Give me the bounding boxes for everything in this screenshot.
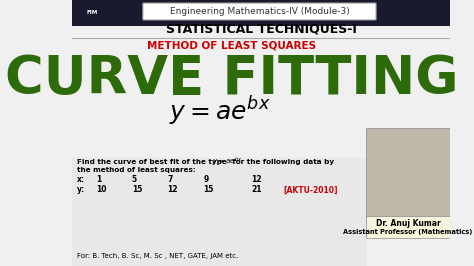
Bar [72, 158, 367, 266]
Bar [366, 128, 450, 218]
Text: $y = ae^{bx}$: $y = ae^{bx}$ [169, 94, 270, 128]
Text: the method of least squares:: the method of least squares: [76, 167, 195, 173]
Text: Engineering Mathematics-IV (Module-3): Engineering Mathematics-IV (Module-3) [170, 7, 349, 16]
Text: x:: x: [76, 176, 84, 185]
Text: Find the curve of best fit of the type: Find the curve of best fit of the type [76, 159, 229, 165]
Bar [366, 216, 450, 238]
Text: 15: 15 [132, 185, 142, 194]
Text: STATISTICAL TECHNIQUES-I: STATISTICAL TECHNIQUES-I [165, 23, 356, 35]
Text: Assistant Professor (Mathematics): Assistant Professor (Mathematics) [343, 229, 473, 235]
Bar [72, 0, 450, 26]
Text: 9: 9 [203, 176, 209, 185]
Bar [72, 0, 113, 26]
Text: FIM: FIM [87, 10, 98, 15]
Text: CURVE FITTING: CURVE FITTING [5, 53, 458, 105]
Text: 15: 15 [203, 185, 214, 194]
Text: for the following data by: for the following data by [230, 159, 334, 165]
Text: 1: 1 [96, 176, 101, 185]
Text: 12: 12 [252, 176, 262, 185]
Text: 12: 12 [168, 185, 178, 194]
Text: 10: 10 [96, 185, 106, 194]
Text: 7: 7 [168, 176, 173, 185]
Text: 21: 21 [252, 185, 262, 194]
Text: [AKTU-2010]: [AKTU-2010] [283, 185, 338, 194]
FancyBboxPatch shape [143, 3, 376, 20]
Text: y:: y: [76, 185, 85, 194]
Text: $y = ae^{bx}$: $y = ae^{bx}$ [212, 156, 243, 168]
Text: For: B. Tech, B. Sc, M. Sc , NET, GATE, JAM etc.: For: B. Tech, B. Sc, M. Sc , NET, GATE, … [76, 253, 238, 259]
Text: 5: 5 [132, 176, 137, 185]
Text: Dr. Anuj Kumar: Dr. Anuj Kumar [376, 219, 440, 228]
Text: METHOD OF LEAST SQUARES: METHOD OF LEAST SQUARES [147, 40, 316, 50]
